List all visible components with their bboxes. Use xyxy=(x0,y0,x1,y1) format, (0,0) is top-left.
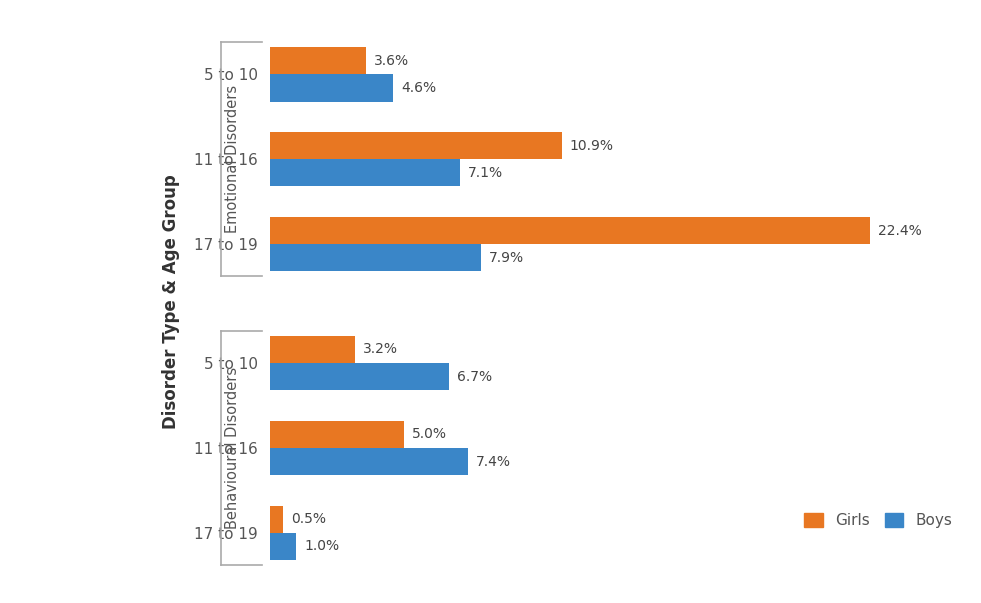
Text: 1.0%: 1.0% xyxy=(304,540,339,554)
Text: 10.9%: 10.9% xyxy=(570,139,613,153)
Text: 3.2%: 3.2% xyxy=(363,343,398,356)
Y-axis label: Disorder Type & Age Group: Disorder Type & Age Group xyxy=(162,174,181,429)
Text: Emotional Disorders: Emotional Disorders xyxy=(225,85,239,233)
Bar xyxy=(270,363,449,390)
Bar xyxy=(270,74,392,101)
Text: 7.4%: 7.4% xyxy=(476,455,511,469)
Text: 4.6%: 4.6% xyxy=(401,81,436,95)
Bar xyxy=(270,244,482,271)
Text: Behavioural Disorders: Behavioural Disorders xyxy=(225,367,239,529)
Text: 7.9%: 7.9% xyxy=(490,251,525,265)
Bar xyxy=(270,159,460,186)
Bar xyxy=(270,448,468,475)
Text: 6.7%: 6.7% xyxy=(457,370,492,384)
Text: 5.0%: 5.0% xyxy=(412,428,446,441)
Text: 22.4%: 22.4% xyxy=(878,224,921,238)
Bar xyxy=(270,336,355,363)
Legend: Girls, Boys: Girls, Boys xyxy=(799,507,958,534)
Bar xyxy=(270,132,561,159)
Bar xyxy=(270,47,366,74)
Text: 0.5%: 0.5% xyxy=(291,512,326,526)
Text: 3.6%: 3.6% xyxy=(374,54,409,68)
Bar xyxy=(270,421,403,448)
Text: 7.1%: 7.1% xyxy=(468,166,503,180)
Bar xyxy=(270,533,296,560)
Bar xyxy=(270,506,283,533)
Bar xyxy=(270,217,869,244)
